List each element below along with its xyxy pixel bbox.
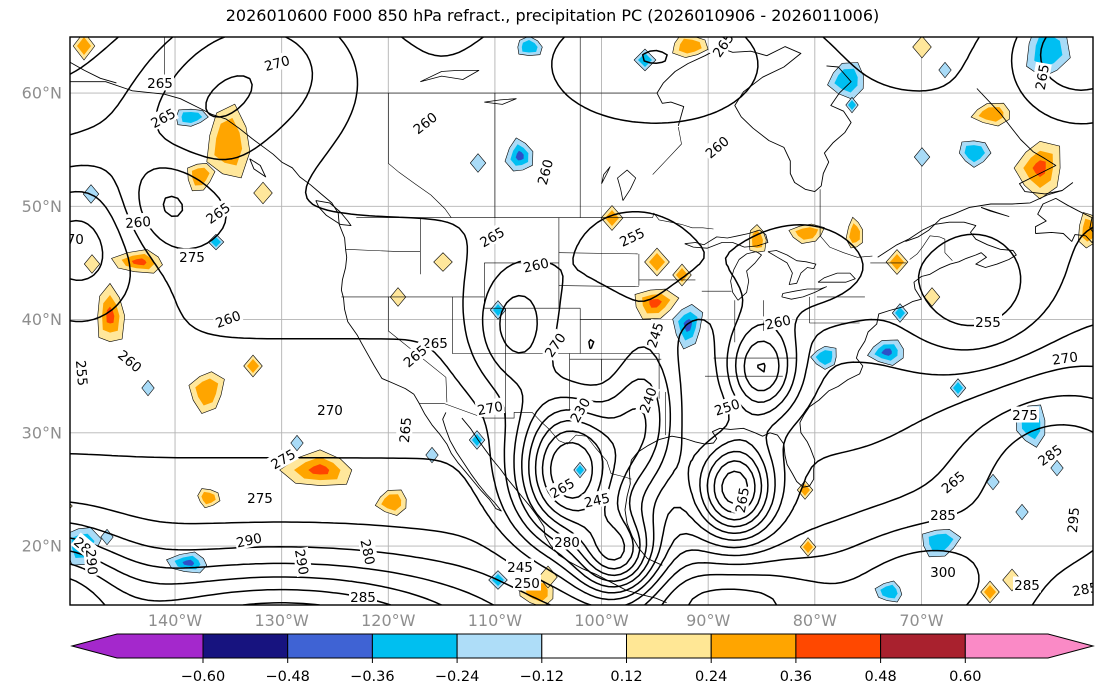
svg-text:275: 275 — [247, 491, 273, 507]
svg-text:265: 265 — [147, 76, 173, 92]
contour-level-300 — [70, 578, 321, 605]
lakes — [420, 70, 856, 301]
axis-tick-labels: 60°N 50°N 40°N 30°N 20°N 140°W 130°W 120°W 110°W… — [22, 84, 944, 630]
contour-level-295 — [70, 563, 392, 605]
colorbar-segment — [795, 633, 882, 659]
svg-text:260: 260 — [703, 133, 733, 162]
colorbar-segment — [287, 633, 373, 659]
contour-level-285 — [70, 537, 980, 605]
colorbar-right-arrow — [964, 633, 1095, 659]
svg-text:260: 260 — [764, 312, 793, 333]
colorbar-segment — [880, 633, 966, 659]
svg-text:265: 265 — [397, 417, 415, 444]
colorbar-tick-label: 0.36 — [780, 669, 812, 685]
svg-text:245: 245 — [583, 490, 612, 511]
colorbar-tick-label: 0.48 — [864, 669, 896, 685]
svg-text:265: 265 — [733, 486, 753, 514]
colorbar-tick-label: 0.12 — [610, 669, 642, 685]
svg-text:250: 250 — [514, 576, 540, 592]
svg-text:260: 260 — [213, 308, 243, 332]
svg-text:265: 265 — [203, 200, 233, 228]
colorbar-segment — [710, 633, 797, 659]
lon-tick-label: 140°W — [148, 611, 203, 630]
svg-text:295: 295 — [1065, 507, 1083, 534]
svg-text:260: 260 — [125, 214, 152, 232]
contour-level-275 — [70, 219, 1093, 605]
svg-text:285: 285 — [930, 508, 956, 524]
svg-text:260: 260 — [114, 347, 144, 376]
svg-text:265: 265 — [710, 30, 738, 60]
svg-text:290: 290 — [291, 548, 311, 576]
svg-text:290: 290 — [235, 530, 264, 551]
svg-text:275: 275 — [179, 250, 205, 266]
svg-text:260: 260 — [535, 158, 557, 187]
lon-tick-label: 70°W — [899, 611, 943, 630]
svg-text:260: 260 — [522, 255, 551, 276]
colorbar-tick-label: 0.60 — [949, 669, 981, 685]
svg-text:275: 275 — [1012, 408, 1038, 424]
contour-level-280 — [70, 424, 1093, 605]
lat-tick-label: 60°N — [22, 84, 62, 103]
svg-text:255: 255 — [975, 315, 1001, 331]
lat-tick-label: 30°N — [22, 423, 62, 442]
contour-level-260 — [70, 37, 1093, 588]
svg-text:270: 270 — [317, 403, 343, 419]
lon-tick-label: 90°W — [686, 611, 730, 630]
lon-tick-label: 130°W — [254, 611, 309, 630]
state-borders — [164, 37, 953, 480]
contour-level-270 — [70, 75, 1093, 601]
colorbar: −0.60 −0.48 −0.36 −0.24 −0.12 0.12 0.24 0.36 0.4… — [70, 633, 1095, 685]
lat-tick-label: 50°N — [22, 197, 62, 216]
lon-tick-label: 80°W — [793, 611, 837, 630]
figure-title: 2026010600 F000 850 hPa refract., precip… — [225, 6, 880, 25]
svg-text:250: 250 — [713, 396, 742, 419]
svg-text:270: 270 — [58, 232, 84, 248]
colorbar-tick-label: −0.36 — [350, 669, 394, 685]
svg-text:260: 260 — [411, 110, 441, 138]
colorbar-segment — [371, 633, 458, 659]
colorbar-segment — [202, 633, 289, 659]
contour-level-255 — [70, 37, 1022, 582]
lon-tick-label: 110°W — [468, 611, 523, 630]
svg-text:240: 240 — [637, 385, 661, 415]
svg-text:265: 265 — [939, 468, 969, 497]
colorbar-tick-label: 0.24 — [695, 669, 727, 685]
refractivity-contours — [70, 37, 1093, 605]
svg-text:245: 245 — [507, 560, 533, 576]
colorbar-tick-label: −0.24 — [435, 669, 479, 685]
svg-text:245: 245 — [644, 321, 667, 350]
colorbar-tick-label: −0.60 — [181, 669, 225, 685]
map-frame — [69, 36, 1094, 606]
contour-level-250 — [499, 294, 789, 577]
svg-text:270: 270 — [263, 53, 292, 75]
svg-text:280: 280 — [357, 538, 378, 567]
svg-text:265: 265 — [422, 336, 448, 352]
lon-tick-label: 120°W — [361, 611, 416, 630]
svg-text:270: 270 — [1051, 349, 1079, 368]
svg-text:265: 265 — [1033, 63, 1053, 91]
colorbar-segment — [626, 633, 712, 659]
lat-tick-label: 40°N — [22, 310, 62, 329]
svg-text:285: 285 — [350, 590, 376, 606]
lon-tick-label: 100°W — [574, 611, 629, 630]
svg-text:300: 300 — [930, 565, 956, 581]
coastlines — [70, 46, 1093, 604]
colorbar-segment — [541, 633, 627, 659]
svg-text:270: 270 — [476, 399, 504, 419]
svg-text:285: 285 — [1071, 580, 1099, 600]
svg-text:270: 270 — [542, 330, 570, 360]
colorbar-tick-label: −0.48 — [265, 669, 309, 685]
colorbar-tick-label: −0.12 — [520, 669, 564, 685]
svg-text:280: 280 — [554, 535, 580, 551]
svg-text:255: 255 — [72, 360, 90, 387]
svg-text:290: 290 — [82, 549, 100, 576]
lat-tick-label: 20°N — [22, 537, 62, 556]
colorbar-segment — [456, 633, 543, 659]
svg-text:285: 285 — [1014, 578, 1040, 594]
colorbar-left-arrow — [70, 633, 204, 659]
